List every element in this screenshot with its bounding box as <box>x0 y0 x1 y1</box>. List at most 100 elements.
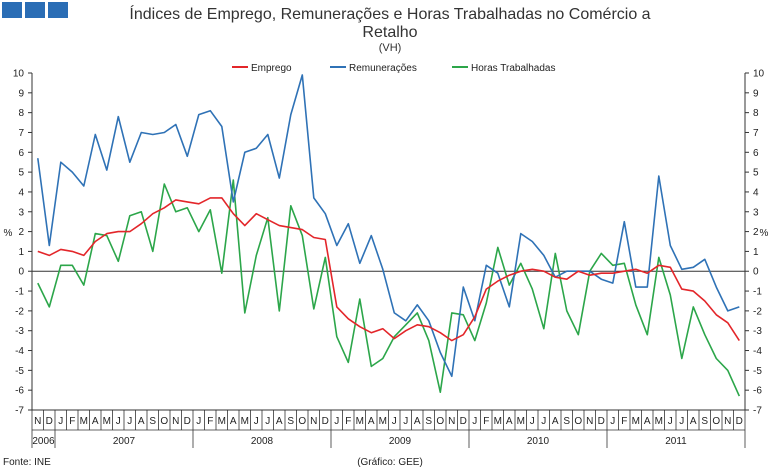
y-tick-label-left: -1 <box>15 287 24 298</box>
header-logo <box>2 2 68 18</box>
month-label: J <box>530 416 535 427</box>
month-label: S <box>149 416 156 427</box>
y-tick-label-left: -5 <box>15 366 24 377</box>
month-label: F <box>69 416 75 427</box>
month-label: O <box>160 416 168 427</box>
month-label: J <box>541 416 546 427</box>
month-label: O <box>298 416 306 427</box>
month-label: A <box>506 416 513 427</box>
y-tick-label-left: -6 <box>15 386 24 397</box>
month-label: M <box>494 416 502 427</box>
month-label: M <box>241 416 249 427</box>
y-tick-label-left: -7 <box>15 406 24 417</box>
month-label: A <box>690 416 697 427</box>
month-label: J <box>265 416 270 427</box>
month-label: N <box>310 416 317 427</box>
y-tick-label-right: -2 <box>753 306 762 317</box>
month-label: D <box>184 416 191 427</box>
y-tick-label-left: 4 <box>18 187 24 198</box>
y-tick-label-left: -3 <box>15 326 24 337</box>
legend-label-remunera-es: Remunerações <box>349 63 417 74</box>
month-label: J <box>392 416 397 427</box>
y-tick-label-left: 8 <box>18 108 24 119</box>
month-label: J <box>679 416 684 427</box>
y-tick-label-left: 7 <box>18 128 24 139</box>
month-label: A <box>276 416 283 427</box>
month-label: M <box>80 416 88 427</box>
month-label: F <box>621 416 627 427</box>
month-label: N <box>448 416 455 427</box>
month-label: A <box>138 416 145 427</box>
header-square-2 <box>25 2 45 18</box>
y-tick-label-right: 9 <box>753 88 759 99</box>
y-tick-label-right: -3 <box>753 326 762 337</box>
month-label: F <box>483 416 489 427</box>
y-tick-label-left: -4 <box>15 346 24 357</box>
series-layer <box>37 74 741 397</box>
y-tick-label-right: -4 <box>753 346 762 357</box>
month-label: S <box>287 416 294 427</box>
month-label: S <box>701 416 708 427</box>
month-label: N <box>724 416 731 427</box>
y-tick-label-right: -1 <box>753 287 762 298</box>
month-label: N <box>586 416 593 427</box>
month-label: D <box>736 416 743 427</box>
month-label: J <box>254 416 259 427</box>
legend: Emprego Remunerações Horas Trabalhadas <box>232 63 556 74</box>
source-note: Fonte: INE <box>3 457 51 468</box>
y-tick-label-left: 10 <box>13 69 25 80</box>
y-tick-label-right: 1 <box>753 247 759 258</box>
month-label: O <box>574 416 582 427</box>
header-square-1 <box>2 2 22 18</box>
month-label: M <box>632 416 640 427</box>
month-label: M <box>517 416 525 427</box>
month-label: A <box>92 416 99 427</box>
chart-credit: (Gráfico: GEE) <box>357 457 423 468</box>
y-tick-label-right: 8 <box>753 108 759 119</box>
chart-title-line-2: Retalho <box>362 24 417 41</box>
month-label: J <box>610 416 615 427</box>
month-label: D <box>46 416 53 427</box>
month-label: J <box>127 416 132 427</box>
chart-subtitle: (VH) <box>379 42 402 54</box>
month-label: O <box>712 416 720 427</box>
month-label: J <box>196 416 201 427</box>
month-label: A <box>368 416 375 427</box>
series-line-emprego <box>37 197 740 342</box>
year-label: 2010 <box>527 436 550 447</box>
y-tick-label-right: 5 <box>753 168 759 179</box>
month-label: D <box>598 416 605 427</box>
month-label: J <box>668 416 673 427</box>
y-tick-label-right: 3 <box>753 207 759 218</box>
legend-label-emprego: Emprego <box>251 63 292 74</box>
month-label: F <box>345 416 351 427</box>
y-tick-label-right: 4 <box>753 187 759 198</box>
month-label: M <box>655 416 663 427</box>
y-tick-label-right: 6 <box>753 148 759 159</box>
month-label: J <box>472 416 477 427</box>
month-label: J <box>334 416 339 427</box>
y-tick-label-left: 1 <box>18 247 24 258</box>
axes: -7 -7 -6 -6 -5 -5 -4 -4 -3 -3 -2 -2 -1 -1 0 0 1 1 2 2 3 3 4 4 5 5… <box>13 69 765 448</box>
month-label: M <box>103 416 111 427</box>
y-tick-label-right: 2 <box>753 227 759 238</box>
year-label: 2007 <box>113 436 136 447</box>
y-tick-label-right: -5 <box>753 366 762 377</box>
y-tick-label-left: 9 <box>18 88 24 99</box>
month-label: J <box>403 416 408 427</box>
chart-title-line-1: Índices de Emprego, Remunerações e Horas… <box>129 4 650 23</box>
y-tick-label-left: 2 <box>18 227 24 238</box>
month-label: S <box>563 416 570 427</box>
month-label: N <box>34 416 41 427</box>
month-label: D <box>322 416 329 427</box>
year-label: 2009 <box>389 436 412 447</box>
month-label: J <box>58 416 63 427</box>
y-tick-label-left: -2 <box>15 306 24 317</box>
y-axis-label-left: % <box>4 228 13 239</box>
month-label: A <box>552 416 559 427</box>
month-label: M <box>218 416 226 427</box>
month-label: A <box>414 416 421 427</box>
y-tick-label-left: 5 <box>18 168 24 179</box>
y-tick-label-right: -6 <box>753 386 762 397</box>
